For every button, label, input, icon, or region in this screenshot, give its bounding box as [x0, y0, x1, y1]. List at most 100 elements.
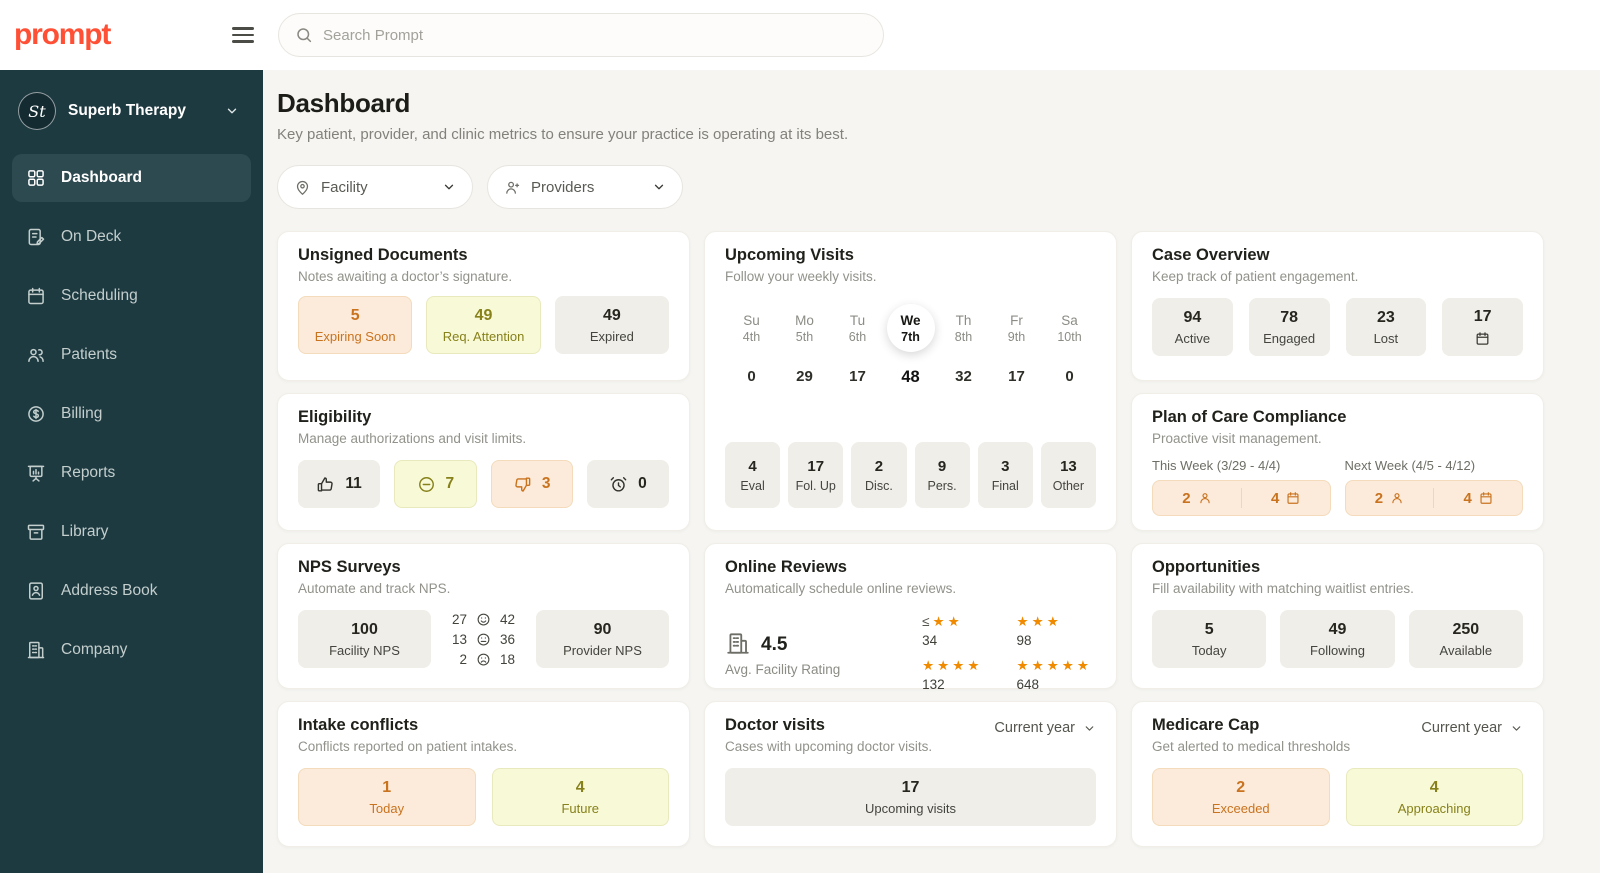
stat-value: 7: [445, 475, 455, 492]
sidebar-item-label: Billing: [61, 405, 103, 422]
unsigned-documents-card: Unsigned Documents Notes awaiting a doct…: [277, 231, 690, 381]
sidebar-item-library[interactable]: Library: [12, 508, 251, 556]
presentation-chart-icon: [26, 463, 46, 483]
future-conflicts-stat[interactable]: 4 Future: [491, 768, 669, 826]
plan-of-care-card: Plan of Care Compliance Proactive visit …: [1131, 393, 1544, 531]
expired-stat[interactable]: 49 Expired: [554, 296, 669, 354]
following-opportunities-stat[interactable]: 49 Following: [1280, 610, 1395, 668]
providers-filter[interactable]: Providers: [487, 165, 683, 209]
today-conflicts-stat[interactable]: 1 Today: [298, 768, 476, 826]
engaged-cases-stat[interactable]: 78 Engaged: [1248, 298, 1330, 356]
card-title: Unsigned Documents: [298, 246, 468, 264]
stat-value: 9: [937, 457, 947, 475]
stat-label: Pers.: [927, 478, 957, 493]
sent-count: 2: [459, 651, 467, 667]
menu-toggle-button[interactable]: [232, 23, 254, 46]
day-cell-friday[interactable]: Fr 9th: [990, 304, 1043, 352]
stat-value: 5: [350, 306, 360, 324]
providers-filter-label: Providers: [531, 178, 595, 196]
day-date: 5th: [795, 329, 814, 344]
req-attention-stat[interactable]: 49 Req. Attention: [426, 296, 541, 354]
day-cell-tuesday[interactable]: Tu 6th: [831, 304, 884, 352]
menu-icon: [232, 27, 254, 30]
day-abbrev: Th: [955, 312, 972, 328]
pending-stat[interactable]: 0: [586, 460, 669, 508]
card-subtitle: Get alerted to medical thresholds: [1152, 739, 1351, 754]
stat-value: 94: [1183, 308, 1202, 326]
sidebar-item-reports[interactable]: Reports: [12, 449, 251, 497]
expiring-soon-stat[interactable]: 5 Expiring Soon: [298, 296, 413, 354]
scheduled-cases-stat[interactable]: 17: [1442, 298, 1523, 356]
sidebar-item-dashboard[interactable]: Dashboard: [12, 154, 251, 202]
stat-value: 5: [1204, 620, 1214, 638]
next-week-compliance-stat[interactable]: 2 4: [1344, 480, 1523, 516]
review-count: 34: [922, 633, 938, 648]
card-subtitle: Conflicts reported on patient intakes.: [298, 739, 518, 754]
stat-value: 4: [748, 457, 757, 475]
sidebar-item-label: Patients: [61, 346, 118, 363]
chevron-down-icon: [225, 104, 239, 118]
sidebar-item-billing[interactable]: Billing: [12, 390, 251, 438]
provider-nps-stat[interactable]: 90 Provider NPS: [536, 610, 669, 668]
alarm-clock-icon: [609, 475, 628, 494]
day-abbrev: Tu: [849, 312, 866, 328]
case-overview-card: Case Overview Keep track of patient enga…: [1131, 231, 1544, 381]
sidebar-item-company[interactable]: Company: [12, 626, 251, 674]
day-cell-thursday[interactable]: Th 8th: [937, 304, 990, 352]
card-title: Intake conflicts: [298, 716, 419, 734]
active-cases-stat[interactable]: 94 Active: [1152, 298, 1233, 356]
medicare-year-select[interactable]: Current year: [1421, 720, 1523, 736]
org-switcher[interactable]: St Superb Therapy: [12, 90, 251, 130]
nps-breakdown: 27 42 13 36 2 18: [445, 612, 522, 667]
lost-cases-stat[interactable]: 23 Lost: [1345, 298, 1427, 356]
day-cell-wednesday-selected[interactable]: We 7th: [884, 304, 937, 352]
thumbs-up-icon: [316, 475, 335, 494]
stat-value: 49: [602, 306, 621, 324]
rating-row-3-stars: ★★★ 98: [1016, 614, 1092, 648]
stat-value: 250: [1452, 620, 1480, 638]
search-input[interactable]: [323, 26, 867, 44]
final-visits-stat[interactable]: 3 Final: [977, 442, 1033, 508]
archive-box-icon: [26, 522, 46, 542]
page-subtitle: Key patient, provider, and clinic metric…: [277, 126, 849, 143]
eligible-stat[interactable]: 11: [298, 460, 381, 508]
upcoming-doctor-visits-stat[interactable]: 17 Upcoming visits: [725, 768, 1096, 826]
stat-value: 0: [638, 475, 647, 492]
sidebar-item-on-deck[interactable]: On Deck: [12, 213, 251, 261]
day-visit-count: 32: [955, 368, 972, 385]
facility-nps-stat[interactable]: 100 Facility NPS: [298, 610, 431, 668]
ineligible-stat[interactable]: 3: [490, 460, 573, 508]
sidebar-item-label: Company: [61, 641, 128, 658]
sidebar-item-address-book[interactable]: Address Book: [12, 567, 251, 615]
page-title: Dashboard: [277, 88, 411, 118]
discharge-visits-stat[interactable]: 2 Disc.: [851, 442, 907, 508]
day-cell-sunday[interactable]: Su 4th: [725, 304, 778, 352]
exceeded-cap-stat[interactable]: 2 Exceeded: [1152, 768, 1330, 826]
available-opportunities-stat[interactable]: 250 Available: [1408, 610, 1523, 668]
calendar-icon: [1479, 491, 1493, 505]
today-opportunities-stat[interactable]: 5 Today: [1152, 610, 1267, 668]
stat-label: Fol. Up: [795, 478, 836, 493]
stat-value: 11: [345, 475, 362, 492]
day-abbrev: Mo: [795, 312, 814, 328]
this-week-group: This Week (3/29 - 4/4) 2 4: [1152, 458, 1331, 516]
stat-label: Following: [1310, 642, 1365, 658]
sidebar-item-patients[interactable]: Patients: [12, 331, 251, 379]
response-count: 36: [500, 631, 516, 647]
limited-stat[interactable]: 7: [394, 460, 477, 508]
other-visits-stat[interactable]: 13 Other: [1040, 442, 1096, 508]
sidebar-item-label: On Deck: [61, 228, 122, 245]
this-week-compliance-stat[interactable]: 2 4: [1152, 480, 1331, 516]
eval-visits-stat[interactable]: 4 Eval: [725, 442, 781, 508]
doctor-visits-year-select[interactable]: Current year: [994, 720, 1096, 736]
approaching-cap-stat[interactable]: 4 Approaching: [1345, 768, 1523, 826]
personal-visits-stat[interactable]: 9 Pers.: [914, 442, 970, 508]
followup-visits-stat[interactable]: 17 Fol. Up: [788, 442, 844, 508]
facility-filter[interactable]: Facility: [277, 165, 473, 209]
stat-label: Exceeded: [1211, 800, 1270, 816]
day-cell-monday[interactable]: Mo 5th: [778, 304, 831, 352]
day-visit-count: 29: [796, 368, 813, 385]
day-cell-saturday[interactable]: Sa 10th: [1043, 304, 1096, 352]
sidebar-item-scheduling[interactable]: Scheduling: [12, 272, 251, 320]
search-bar[interactable]: [278, 13, 884, 57]
